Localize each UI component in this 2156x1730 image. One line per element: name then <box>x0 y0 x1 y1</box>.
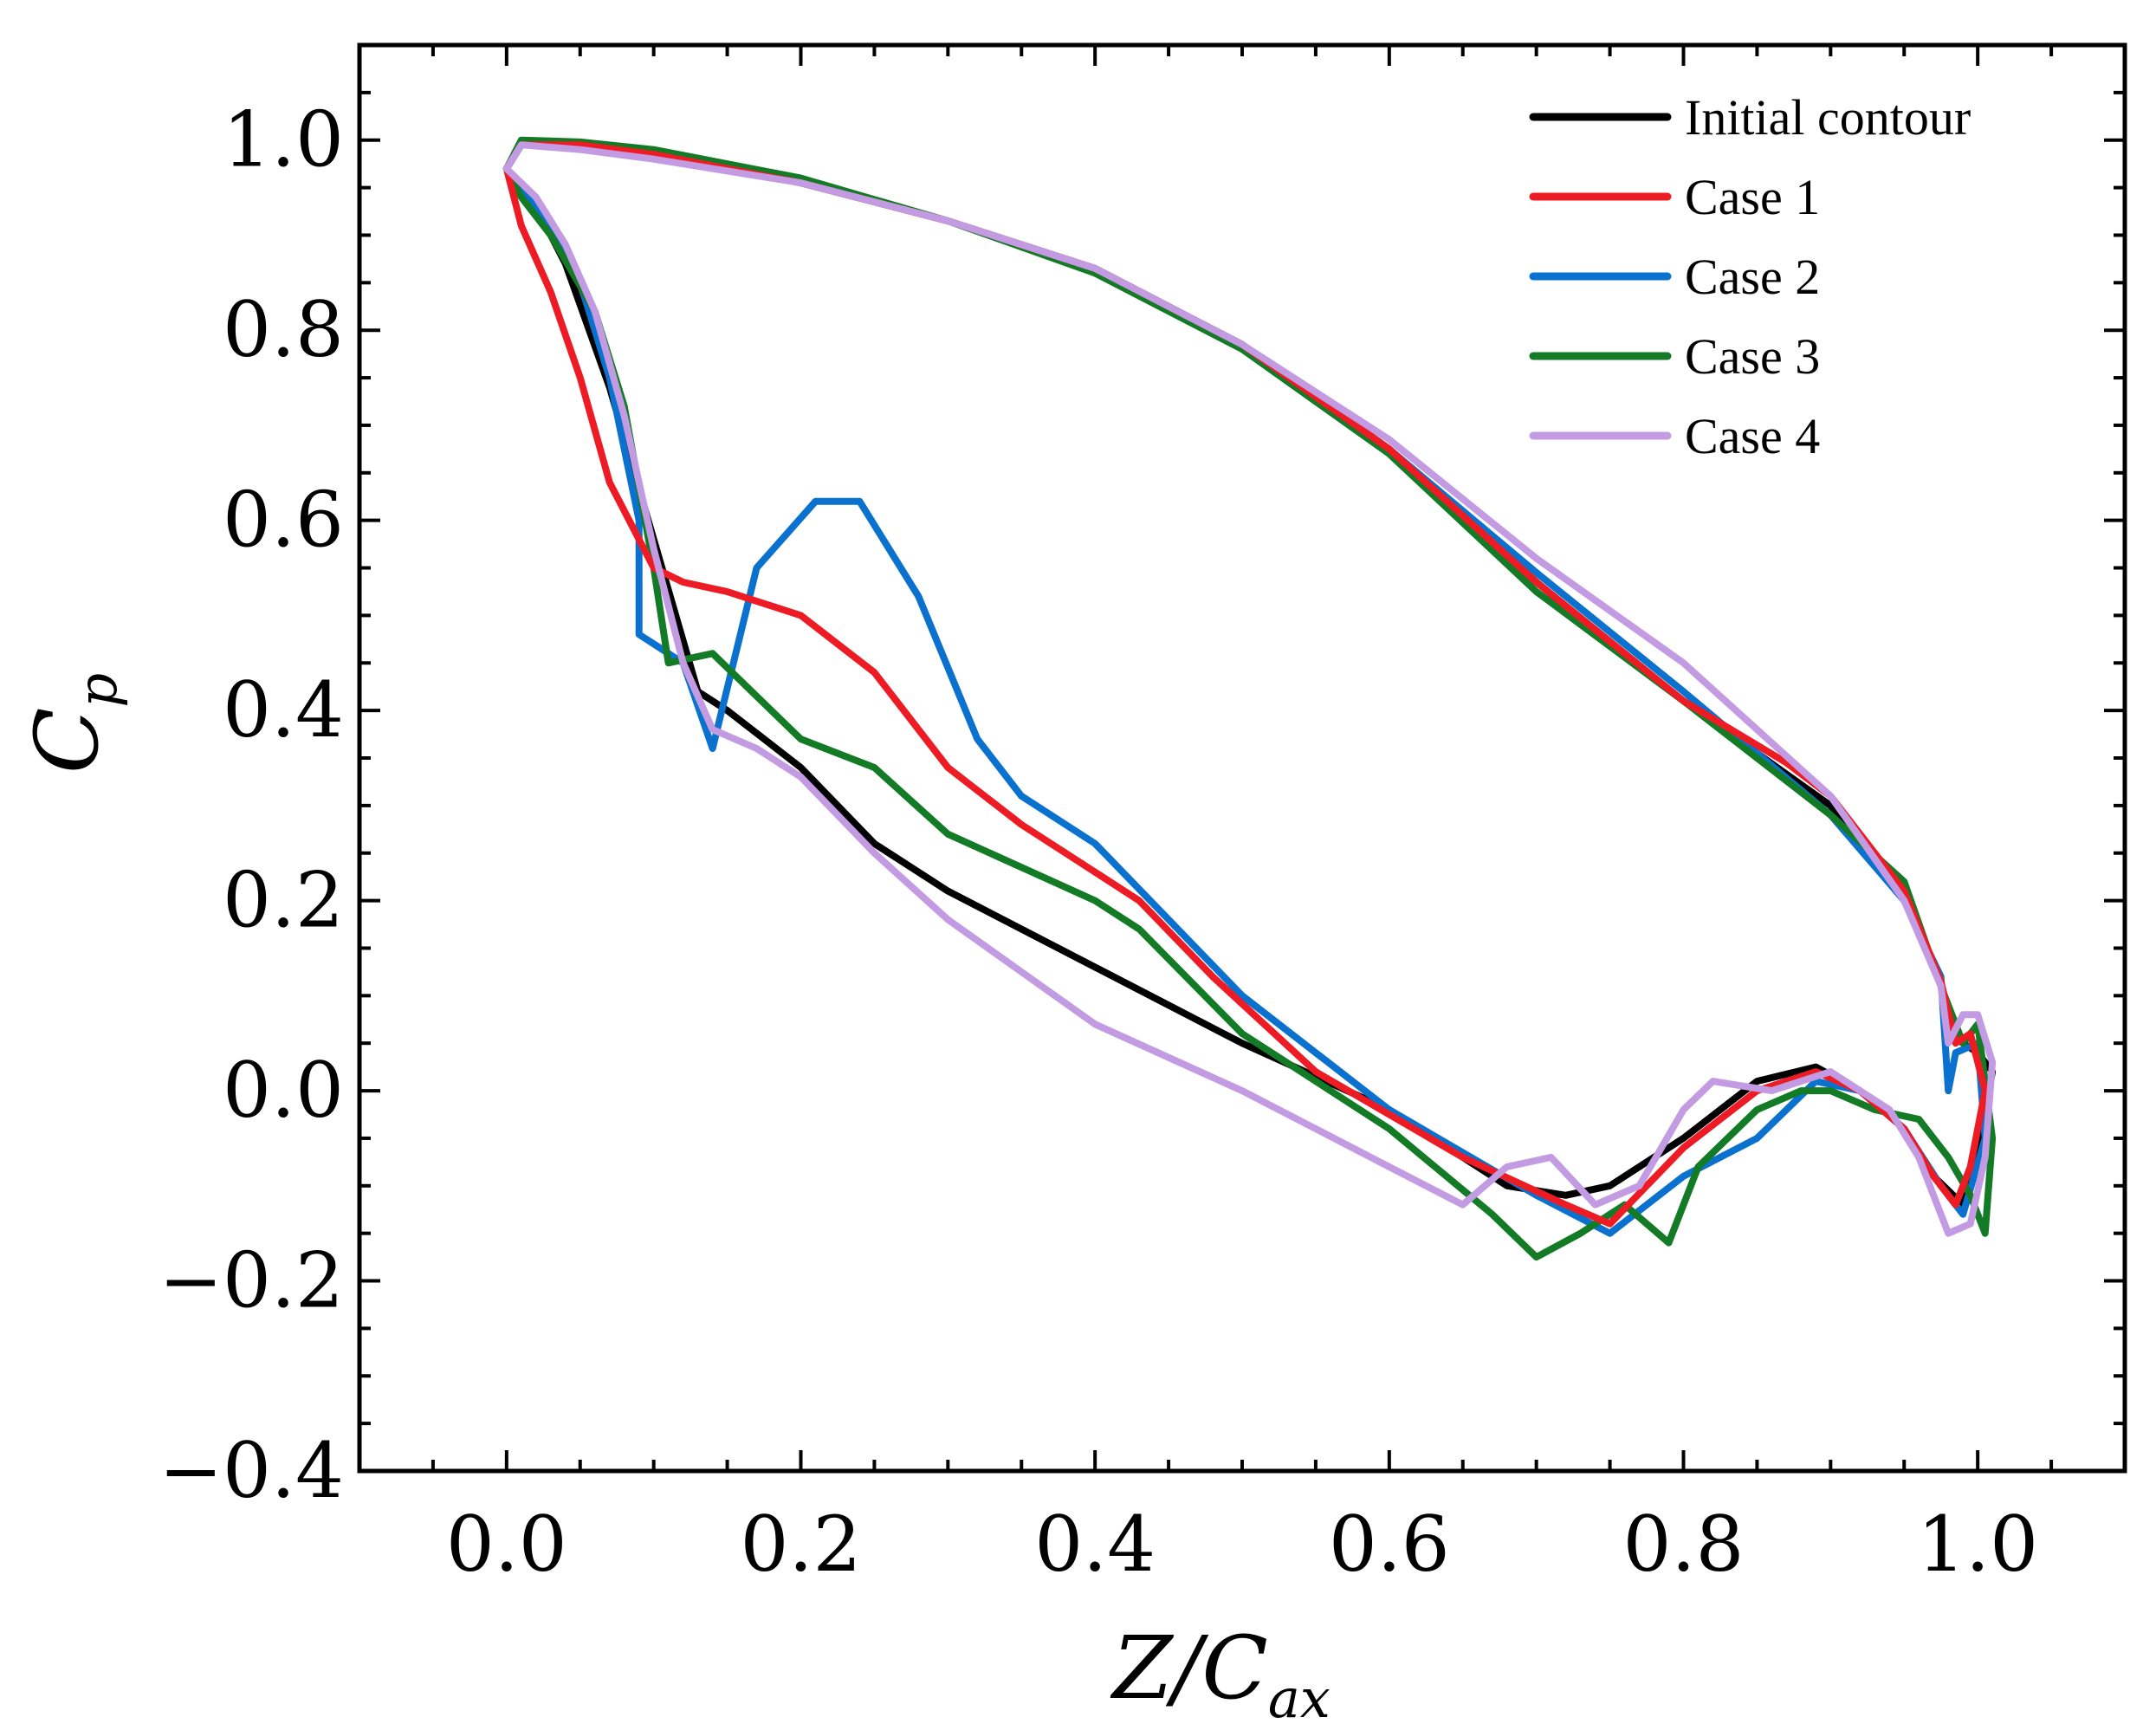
legend-label-case-3: Case 3 <box>1685 328 1820 385</box>
y-tick-label: 1.0 <box>223 95 344 185</box>
y-tick-label: 0.8 <box>223 285 344 374</box>
legend-label-case-2: Case 2 <box>1685 249 1820 305</box>
series-layer <box>502 136 1997 1261</box>
x-tick-label: 0.6 <box>1329 1500 1450 1589</box>
x-axis-title-sub: ax <box>1268 1667 1331 1730</box>
legend: Initial contour Case 1 Case 2 Case 3 Case 4 <box>1529 89 1971 464</box>
x-axis-title: Z/Cax <box>1110 1617 1331 1730</box>
legend-label-case-4: Case 4 <box>1685 408 1820 464</box>
x-tick-label: 0.8 <box>1623 1500 1745 1589</box>
series-line-case-3 <box>502 136 1997 1261</box>
x-tick-label: 1.0 <box>1917 1500 2038 1589</box>
x-axis-title-main: Z/C <box>1110 1617 1268 1719</box>
y-tick-label: 0.6 <box>223 476 344 565</box>
legend-label-initial-contour: Initial contour <box>1685 89 1971 146</box>
legend-label-case-1: Case 1 <box>1685 169 1820 225</box>
y-axis-title-main: C <box>16 708 118 774</box>
y-tick-label: 0.2 <box>223 856 344 945</box>
y-tick-label: −0.2 <box>159 1236 344 1325</box>
tick-labels: 0.0 0.2 0.4 0.6 0.8 1.0 −0.4 −0.2 0.0 0.2 0.4 0.6 0.… <box>159 95 2038 1589</box>
y-tick-label: 0.4 <box>223 665 344 755</box>
plot-frame <box>357 42 2127 1474</box>
x-tick-label: 0.0 <box>446 1500 567 1589</box>
y-axis-title-sub: p <box>66 673 129 708</box>
x-tick-label: 0.4 <box>1034 1500 1156 1589</box>
y-axis-title: Cp <box>16 673 129 774</box>
y-tick-label: −0.4 <box>159 1426 344 1515</box>
y-tick-label: 0.0 <box>223 1046 344 1135</box>
series-line-case-4 <box>502 141 1997 1237</box>
x-tick-label: 0.2 <box>741 1500 862 1589</box>
